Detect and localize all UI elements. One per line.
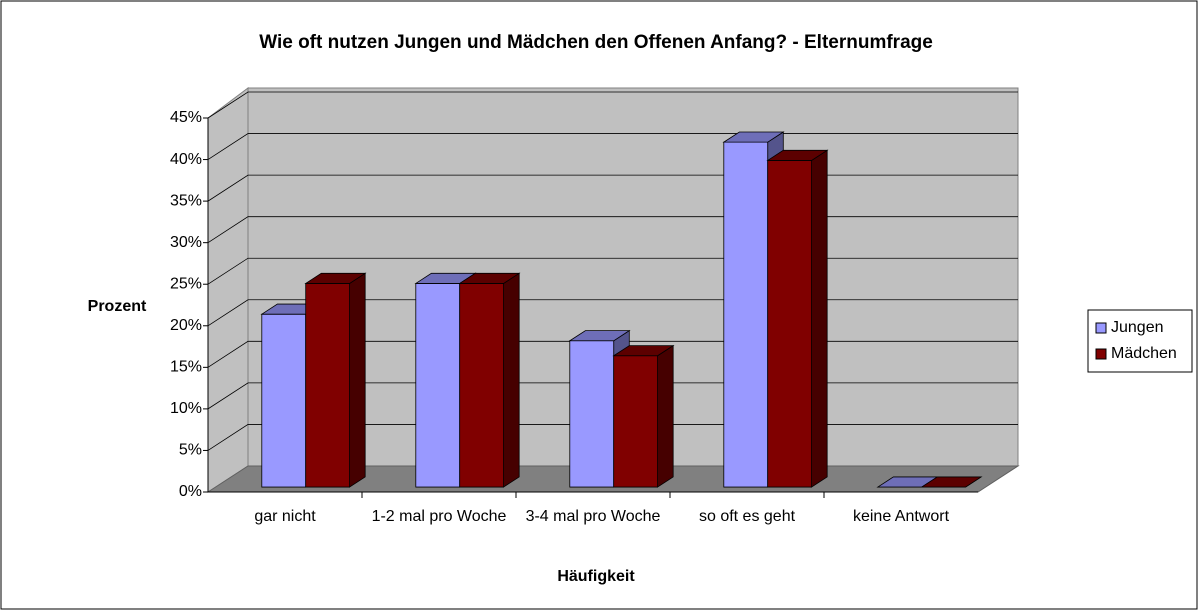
bar: [612, 344, 675, 488]
y-tick-label: 35%: [170, 192, 202, 209]
y-tick-label: 30%: [170, 234, 202, 251]
bar-side: [349, 272, 366, 488]
bar-top: [722, 131, 785, 143]
y-tick-label: 10%: [170, 400, 202, 417]
bar-top: [304, 272, 367, 284]
bar-front: [569, 340, 615, 488]
bar-front: [261, 313, 307, 488]
bar-front: [459, 283, 504, 488]
bar-side: [503, 272, 520, 488]
legend-swatch: [1095, 322, 1107, 334]
side-wall: [207, 87, 249, 493]
bar-top: [458, 272, 521, 284]
y-tick-label: 45%: [170, 109, 202, 126]
bar-front: [415, 283, 461, 488]
grid-line: [207, 91, 1018, 119]
bar-front: [767, 160, 812, 488]
bar-top: [920, 476, 983, 488]
bar-top: [568, 330, 631, 342]
x-tick-label: so oft es geht: [698, 508, 796, 525]
y-tick-label: 15%: [170, 359, 202, 376]
bar-front: [613, 355, 658, 488]
y-tick-label: 25%: [170, 275, 202, 292]
x-axis-title: Häufigkeit: [557, 568, 635, 585]
legend-swatch: [1095, 348, 1107, 360]
bar: [876, 476, 939, 488]
x-tick-label: 1-2 mal pro Woche: [371, 508, 507, 525]
legend-label: Jungen: [1111, 319, 1164, 336]
bar-front: [723, 141, 769, 488]
bar: [304, 272, 367, 488]
y-axis-title: Prozent: [88, 298, 147, 315]
bar-top: [612, 345, 675, 357]
bar: [458, 272, 521, 488]
bar-side: [811, 149, 828, 488]
x-tick-label: 3-4 mal pro Woche: [525, 508, 661, 525]
chart-title: Wie oft nutzen Jungen und Mädchen den Of…: [259, 32, 933, 53]
y-tick-label: 0%: [179, 483, 202, 500]
bar: [920, 476, 983, 488]
legend-label: Mädchen: [1111, 345, 1177, 362]
bar: [766, 149, 829, 488]
y-tick-label: 40%: [170, 151, 202, 168]
bar-side: [657, 344, 674, 488]
y-tick-label: 5%: [179, 442, 202, 459]
y-tick-label: 20%: [170, 317, 202, 334]
legend: [1087, 309, 1193, 373]
x-tick-label: keine Antwort: [852, 508, 950, 525]
x-tick-label: gar nicht: [254, 508, 316, 525]
bar-top: [766, 149, 829, 161]
bar-front: [305, 283, 350, 488]
